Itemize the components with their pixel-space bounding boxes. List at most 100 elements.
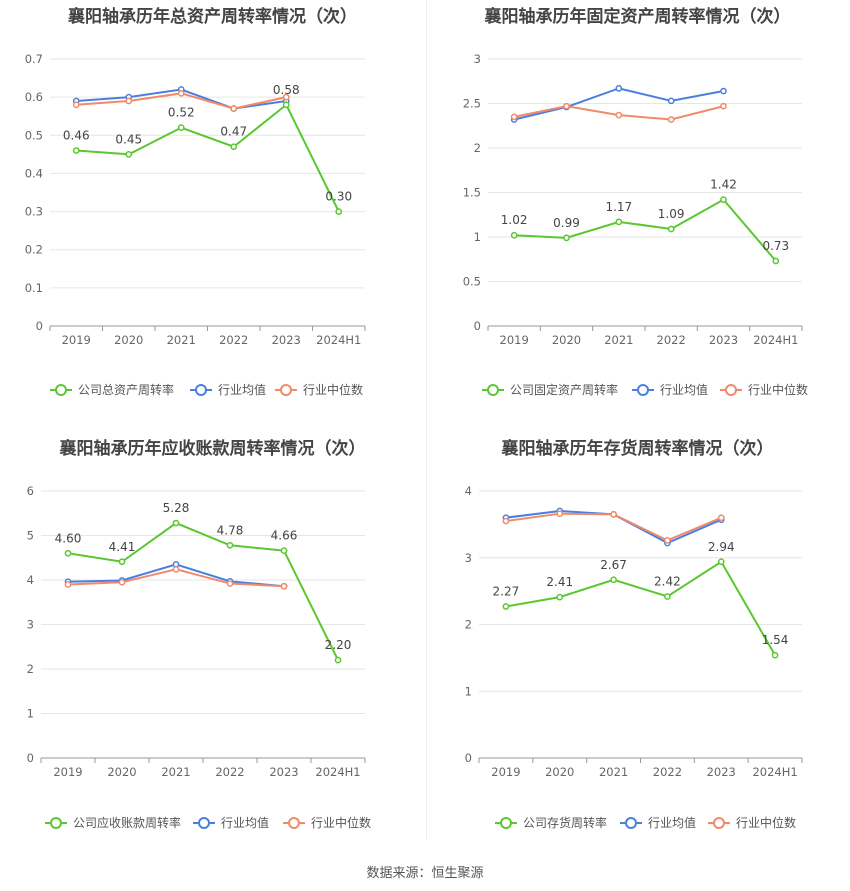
legend-item-industry-median: 行业中位数: [275, 382, 363, 397]
industry-median-point: [720, 102, 727, 110]
chart-title: 襄阳轴承历年存货周转率情况（次）: [501, 439, 774, 459]
data-label: 0.58: [273, 83, 300, 97]
data-label: 1.42: [710, 178, 737, 192]
company-point: [717, 558, 725, 566]
company-point: [667, 225, 675, 233]
industry-median-point: [615, 111, 623, 119]
chart-svg: 0 0.5 1 1.5 2 2.5 3 2019 2020 2021 2022 2023 2024H1 1…: [463, 52, 808, 397]
legend-swatch-marker: [50, 817, 62, 829]
x-tick-label: 2023: [707, 765, 736, 779]
data-label: 5.28: [163, 501, 190, 515]
company-point: [664, 593, 671, 600]
data-label: 4.78: [217, 523, 244, 537]
y-tick-label: 0: [465, 751, 472, 765]
x-tick-label: 2022: [657, 333, 686, 347]
chart-panel-receivables: 襄阳轴承历年应收账款周转率情况（次） 0 1 2 3 4 5 6 2019 2020 2021 20…: [0, 432, 425, 864]
y-tick-label: 0.4: [25, 166, 43, 180]
x-tick-label: 2023: [269, 765, 298, 779]
x-tick-label: 2020: [552, 333, 581, 347]
company-point: [172, 519, 180, 527]
industry-median-point: [610, 511, 617, 518]
company-point: [118, 558, 126, 566]
x-tick-label: 2021: [161, 765, 190, 779]
industry-median-point: [64, 581, 72, 588]
x-tick-label: 2021: [599, 765, 628, 779]
legend-item-industry-median: 行业中位数: [708, 815, 796, 830]
legend-swatch-marker: [713, 817, 725, 829]
legend-label: 公司存货周转率: [523, 815, 607, 830]
company-point: [226, 541, 234, 549]
chart-title: 襄阳轴承历年固定资产周转率情况（次）: [484, 7, 791, 27]
x-tick-label: 2022: [215, 765, 244, 779]
x-tick-label: 2024H1: [753, 333, 798, 347]
x-tick-label: 2020: [545, 765, 574, 779]
company-point: [563, 234, 570, 242]
legend-item-company: 公司总资产周转率: [50, 382, 174, 397]
chart-svg: 0 1 2 3 4 2019 2020 2021 2022 2023 2024H1 2.27 2.41 2…: [465, 484, 803, 830]
y-tick-label: 0: [474, 319, 481, 333]
y-tick-label: 0.5: [463, 275, 481, 289]
y-tick-label: 0: [36, 319, 43, 333]
y-tick-label: 3: [465, 551, 472, 565]
legend-item-industry-average: 行业均值: [632, 382, 708, 397]
chart-title: 襄阳轴承历年应收账款周转率情况（次）: [59, 439, 366, 459]
legend-label: 行业中位数: [736, 815, 796, 830]
company-line: [67, 521, 339, 661]
chart-title: 襄阳轴承历年总资产周转率情况（次）: [68, 7, 357, 27]
legend-label: 行业均值: [660, 382, 708, 397]
y-tick-label: 0.2: [25, 243, 43, 257]
data-label: 0.45: [115, 132, 142, 146]
industry-median-point: [118, 578, 126, 586]
company-line: [505, 560, 776, 656]
data-label: 0.47: [220, 125, 247, 139]
company-point: [615, 218, 623, 226]
y-tick-label: 3: [27, 618, 34, 632]
legend-label: 行业中位数: [303, 382, 363, 397]
legend-item-industry-average: 行业均值: [193, 815, 269, 830]
company-point: [282, 101, 290, 109]
y-tick-label: 2: [465, 618, 472, 632]
data-label: 2.94: [708, 540, 735, 554]
data-label: 1.17: [605, 200, 632, 214]
company-point: [334, 656, 342, 664]
company-point: [230, 143, 238, 151]
company-point: [510, 231, 518, 239]
legend-item-industry-median: 行业中位数: [283, 815, 371, 830]
y-tick-label: 1: [474, 230, 481, 244]
industry-average-point: [720, 87, 727, 95]
y-tick-label: 4: [27, 573, 34, 587]
x-tick-label: 2019: [62, 333, 91, 347]
x-tick-label: 2019: [53, 765, 82, 779]
legend-label: 公司应收账款周转率: [73, 815, 181, 830]
y-tick-label: 0.7: [25, 52, 43, 66]
legend-item-company: 公司固定资产周转率: [482, 382, 618, 397]
industry-average-point: [615, 85, 623, 92]
industry-median-point: [664, 537, 671, 544]
legend-label: 行业中位数: [748, 382, 808, 397]
legend-swatch-marker: [725, 384, 737, 396]
legend-item-company: 公司存货周转率: [495, 815, 607, 830]
y-tick-label: 5: [27, 529, 34, 543]
x-tick-label: 2024H1: [316, 333, 361, 347]
data-label: 1.02: [501, 213, 528, 227]
data-label: 2.20: [325, 638, 352, 652]
company-point: [177, 124, 185, 132]
y-tick-label: 1.5: [463, 186, 481, 200]
industry-median-point: [502, 517, 510, 525]
legend-swatch-marker: [198, 817, 210, 829]
legend-swatch-marker: [55, 384, 67, 396]
x-tick-label: 2020: [107, 765, 136, 779]
y-tick-label: 1: [465, 684, 472, 698]
y-tick-label: 6: [27, 484, 34, 498]
legend-swatch-marker: [487, 384, 499, 396]
y-tick-label: 4: [465, 484, 472, 498]
data-label: 2.67: [600, 558, 627, 572]
industry-median-point: [282, 93, 290, 101]
legend-label: 公司固定资产周转率: [510, 382, 618, 397]
data-label: 2.41: [546, 575, 573, 589]
y-tick-label: 2: [474, 141, 481, 155]
company-point: [502, 603, 510, 610]
data-label: 2.27: [493, 584, 520, 598]
y-tick-label: 3: [474, 52, 481, 66]
chart-panel-inventory: 襄阳轴承历年存货周转率情况（次） 0 1 2 3 4 2019 2020 2021 2022 20…: [425, 432, 850, 864]
